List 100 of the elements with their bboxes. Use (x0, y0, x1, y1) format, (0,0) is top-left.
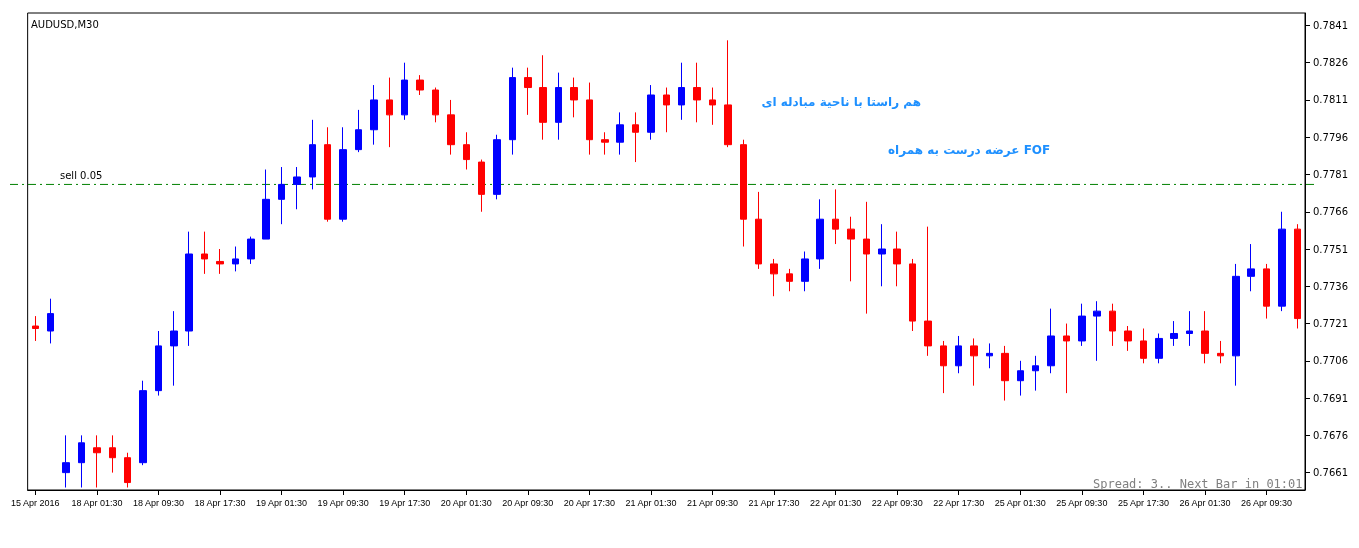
x-tick-label: 21 Apr 17:30 (748, 497, 800, 508)
x-tick-label: 18 Apr 09:30 (132, 497, 184, 508)
candlestick (1186, 310, 1193, 347)
x-tick-label: 25 Apr 09:30 (1056, 497, 1108, 508)
candlestick (1124, 325, 1132, 352)
candlestick (509, 67, 516, 156)
text: AUDUSD,M30 (31, 18, 99, 30)
y-tick-label: 0.7826 (1313, 57, 1349, 69)
candlestick (1017, 360, 1024, 397)
x-tick-label: 21 Apr 01:30 (625, 497, 677, 508)
y-tick-label: 0.7751 (1313, 243, 1349, 255)
x-tick-label: 20 Apr 01:30 (440, 497, 492, 508)
candlestick (1294, 223, 1301, 330)
candlestick (1001, 345, 1009, 402)
candlestick (1109, 303, 1116, 347)
candlestick (1170, 320, 1178, 347)
x-tick-label: 21 Apr 09:30 (686, 497, 739, 508)
candlestick (539, 54, 547, 141)
candlestick (893, 231, 901, 287)
candlestick (1247, 243, 1255, 292)
x-tick-label: 26 Apr 01:30 (1179, 497, 1231, 508)
candlestick (416, 74, 424, 96)
candlestick (293, 166, 301, 210)
x-tick-label: 25 Apr 17:30 (1117, 497, 1169, 508)
candlestick (601, 131, 609, 156)
candlestick (432, 87, 439, 123)
y-tick-label: 0.7736 (1313, 280, 1349, 292)
candlestick (478, 159, 485, 213)
x-tick-label: 22 Apr 09:30 (871, 497, 923, 508)
candlestick (262, 169, 270, 240)
candlestick (201, 231, 208, 275)
candlestick (970, 337, 978, 387)
candlestick (324, 126, 331, 223)
x-tick-label: 26 Apr 09:30 (1241, 497, 1293, 508)
candlestick (386, 77, 393, 148)
candlestick (47, 298, 54, 344)
candlestick (1201, 310, 1209, 364)
candlestick (493, 134, 501, 200)
candlestick (447, 99, 455, 156)
candlestick (109, 434, 116, 474)
candlestick (847, 216, 855, 282)
candlestick (570, 77, 578, 118)
candlestick (232, 246, 239, 272)
candlestick (709, 87, 716, 126)
annotation: هم راستا با ناحیة مبادله ای (761, 95, 922, 109)
candlestick (339, 126, 347, 223)
x-tick-label: 25 Apr 01:30 (994, 497, 1046, 508)
candlestick (693, 62, 701, 123)
y-tick-label: 0.7796 (1313, 131, 1349, 143)
x-tick-label: 19 Apr 17:30 (379, 497, 431, 508)
candlestick (185, 231, 193, 347)
candlestick (78, 434, 85, 489)
x-tick-label: 20 Apr 17:30 (563, 497, 615, 508)
candlestick (986, 342, 993, 369)
candlestick (1047, 308, 1055, 374)
candlestick (786, 268, 793, 292)
y-tick-label: 0.7766 (1313, 206, 1349, 218)
y-tick-label: 0.7781 (1313, 168, 1349, 180)
candlestick (1278, 211, 1286, 312)
candlestick (770, 258, 778, 297)
candlestick (370, 84, 378, 146)
candlestick (1155, 332, 1163, 364)
candlestick (909, 258, 916, 332)
candlestick (1140, 328, 1147, 364)
candlestick (555, 72, 562, 141)
y-tick-label: 0.7841 (1313, 19, 1349, 31)
candlestick (678, 62, 685, 121)
x-tick-label: 22 Apr 01:30 (810, 497, 862, 508)
candlestick (740, 139, 747, 248)
candlestick (632, 111, 639, 163)
candlestick (216, 248, 224, 275)
y-tick-label: 0.7811 (1313, 94, 1349, 106)
candlestick (1078, 303, 1086, 347)
candlestick (616, 111, 624, 156)
y-tick-label: 0.7676 (1313, 429, 1349, 441)
candlestick (1032, 355, 1039, 392)
candlestick (355, 109, 362, 153)
candlestick (878, 223, 886, 287)
x-tick-label: 15 Apr 2016 (11, 497, 60, 508)
candlestick (247, 236, 255, 265)
candlestick (1232, 263, 1240, 387)
y-tick-label: 0.7661 (1313, 467, 1349, 479)
candlestick (647, 84, 655, 141)
candlestick (724, 39, 732, 148)
candlestick (93, 434, 101, 489)
ref-line-label: sell 0.05 (60, 169, 103, 181)
candlestick (32, 315, 39, 342)
candlestick (816, 198, 824, 270)
candlestick (155, 330, 162, 397)
candlestick (1063, 323, 1070, 394)
x-tick-label: 22 Apr 17:30 (933, 497, 985, 508)
candlestick (1093, 300, 1101, 362)
x-tick-label: 18 Apr 17:30 (194, 497, 246, 508)
candlestick (940, 340, 947, 394)
y-tick-label: 0.7721 (1313, 318, 1349, 330)
candlestick (309, 119, 316, 190)
candlestick (663, 87, 670, 133)
candlestick (924, 226, 932, 357)
x-tick-label: 19 Apr 09:30 (317, 497, 369, 508)
candlestick (832, 188, 839, 245)
